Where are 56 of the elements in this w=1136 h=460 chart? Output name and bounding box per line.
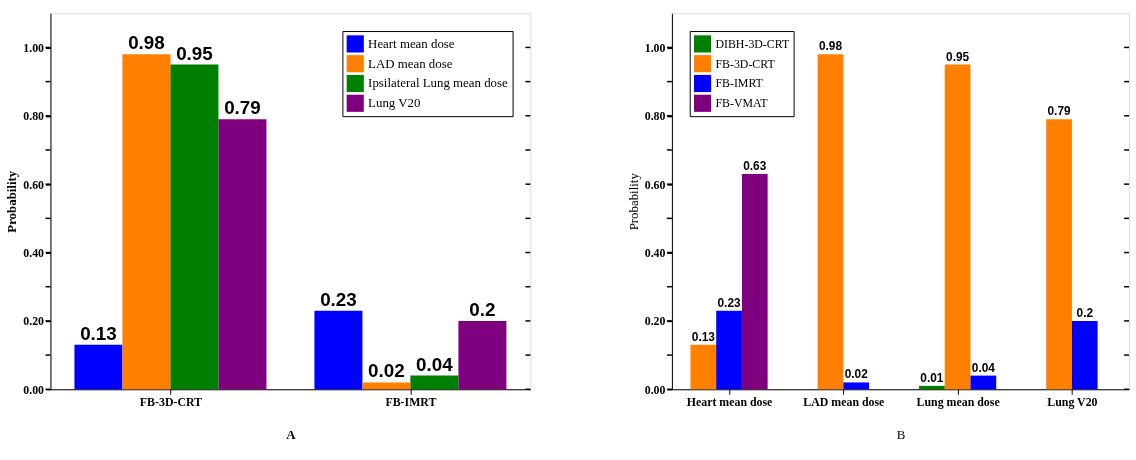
data-label: 0.2 xyxy=(1076,305,1094,320)
y-tick-label: 0.00 xyxy=(644,382,666,397)
bar xyxy=(362,382,411,390)
y-tick-label: 0.20 xyxy=(644,314,666,329)
y-axis-title: Probability xyxy=(626,172,641,231)
y-tick-label: 0.60 xyxy=(23,177,45,192)
bar xyxy=(122,54,171,390)
y-tick-label: 0.00 xyxy=(23,382,45,397)
data-label: 0.23 xyxy=(717,295,741,310)
data-label: 0.02 xyxy=(368,360,405,382)
data-label: 0.79 xyxy=(224,97,261,119)
data-label: 0.01 xyxy=(920,370,944,385)
bar xyxy=(74,344,123,390)
legend-label: FB-3D-CRT xyxy=(715,56,776,71)
data-label: 0.79 xyxy=(1047,104,1072,119)
x-tick-label: Heart mean dose xyxy=(686,394,773,409)
data-label: 0.98 xyxy=(128,32,165,54)
data-label: 0.23 xyxy=(320,288,357,310)
data-label: 0.04 xyxy=(416,353,454,375)
data-label: 0.63 xyxy=(743,158,767,173)
bar xyxy=(314,310,363,390)
y-axis-title: Probability xyxy=(5,170,20,233)
data-label: 0.95 xyxy=(176,42,213,64)
legend-label: FB-VMAT xyxy=(715,96,769,111)
data-label: 0.98 xyxy=(818,39,843,54)
data-label: 0.02 xyxy=(844,367,869,382)
legend-label: Ipsilateral Lung mean dose xyxy=(368,76,509,91)
legend-label: DIBH-3D-CRT xyxy=(715,36,790,51)
y-tick-label: 0.40 xyxy=(644,245,666,260)
x-axis-title: A xyxy=(286,428,297,443)
y-tick-label: 0.80 xyxy=(644,109,666,124)
x-axis-title: B xyxy=(896,428,906,443)
data-label: 0.2 xyxy=(469,298,496,320)
x-tick-label: Lung mean dose xyxy=(916,394,1000,409)
bar xyxy=(170,64,219,390)
x-tick-label: FB-IMRT xyxy=(385,394,437,409)
bar xyxy=(458,320,507,390)
y-tick-label: 0.80 xyxy=(23,109,45,124)
y-tick-label: 0.40 xyxy=(23,245,45,260)
legend-label: FB-IMRT xyxy=(715,76,764,91)
x-tick-label: Lung V20 xyxy=(1047,394,1098,409)
y-tick-label: 1.00 xyxy=(23,40,45,55)
x-tick-label: FB-3D-CRT xyxy=(139,394,203,409)
data-label: 0.95 xyxy=(946,49,970,64)
legend-label: Lung V20 xyxy=(368,96,421,111)
data-label: 0.04 xyxy=(971,360,996,375)
legend-label: Heart mean dose xyxy=(368,36,455,51)
y-tick-label: 0.20 xyxy=(23,314,45,329)
x-tick-label: LAD mean dose xyxy=(803,394,885,409)
legend-label: LAD mean dose xyxy=(368,56,453,71)
y-tick-label: 1.00 xyxy=(644,40,666,55)
bar xyxy=(410,375,459,390)
y-tick-label: 0.60 xyxy=(644,177,666,192)
data-label: 0.13 xyxy=(80,322,117,344)
bar xyxy=(218,119,267,390)
data-label: 0.13 xyxy=(691,329,716,344)
